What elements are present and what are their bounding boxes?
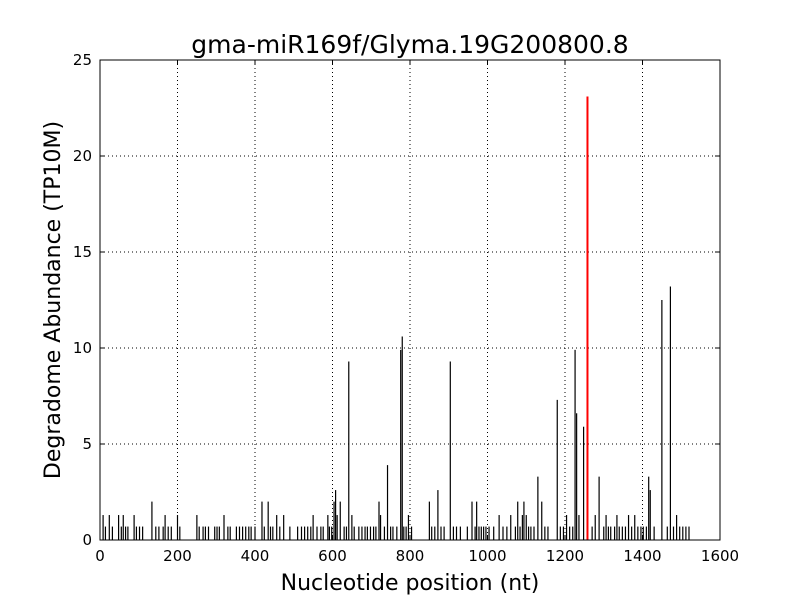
x-tick-label: 1200: [546, 547, 584, 565]
y-tick-label: 0: [82, 531, 92, 549]
y-axis-ticks: 0 5 10 15 20 25: [73, 51, 720, 549]
x-tick-label: 800: [396, 547, 425, 565]
y-tick-label: 15: [73, 243, 92, 261]
x-tick-label: 400: [241, 547, 270, 565]
y-tick-label: 5: [82, 435, 92, 453]
chart-title: gma-miR169f/Glyma.19G200800.8: [191, 30, 628, 59]
x-tick-label: 0: [95, 547, 105, 565]
y-tick-label: 10: [73, 339, 92, 357]
x-tick-label: 200: [163, 547, 192, 565]
x-tick-label: 1600: [701, 547, 739, 565]
x-axis-label: Nucleotide position (nt): [281, 571, 540, 596]
x-axis-ticks: 0 200 400 600 800 1000 1200 1400 1600: [95, 60, 739, 565]
y-tick-label: 25: [73, 51, 92, 69]
x-tick-label: 600: [318, 547, 347, 565]
grid-lines: [100, 60, 720, 540]
x-tick-label: 1400: [623, 547, 661, 565]
y-tick-label: 20: [73, 147, 92, 165]
bar-series: [102, 96, 690, 540]
x-tick-label: 1000: [468, 547, 506, 565]
y-axis-label: Degradome Abundance (TP10M): [41, 121, 66, 479]
